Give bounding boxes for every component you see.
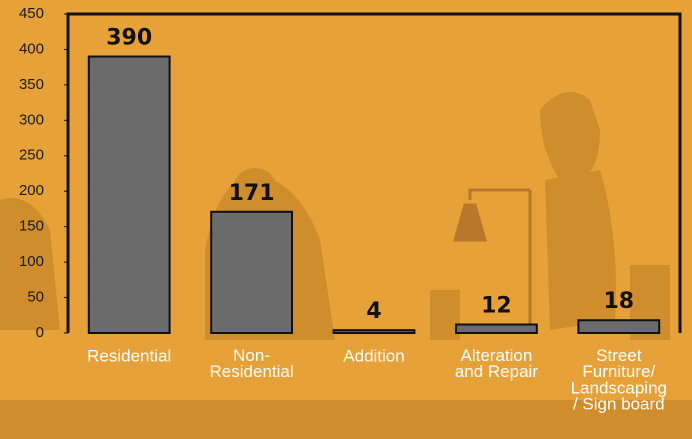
bar [332,329,416,335]
x-tick-label: Non-Residential [210,346,294,381]
lamp-silhouette [453,188,532,330]
bar [577,319,661,334]
data-label: 4 [366,299,381,324]
y-tick-label: 450 [19,5,44,22]
y-tick-label: 400 [19,40,44,57]
data-label: 18 [603,289,634,314]
y-tick-label: 200 [19,182,44,199]
y-tick-label: 350 [19,76,44,93]
y-tick-label: 150 [19,218,44,235]
data-label: 12 [481,293,512,318]
plot-frame [66,12,682,333]
y-tick-label: 100 [19,253,44,270]
x-tick-label: Alteration and Repair [455,346,539,381]
data-label: 171 [229,181,275,206]
y-tick-label: 300 [19,111,44,128]
bar [87,55,171,335]
y-tick-label: 50 [27,289,44,306]
x-tick-label: Addition [343,346,404,365]
x-tick-label: Street Furniture/Landscaping / Sign board [571,346,667,413]
x-tick-label: Residential [87,346,171,365]
bar [455,323,538,335]
y-tick-label: 250 [19,147,44,164]
y-tick-label: 0 [36,324,44,341]
bar [210,210,293,334]
data-label: 390 [106,26,152,51]
